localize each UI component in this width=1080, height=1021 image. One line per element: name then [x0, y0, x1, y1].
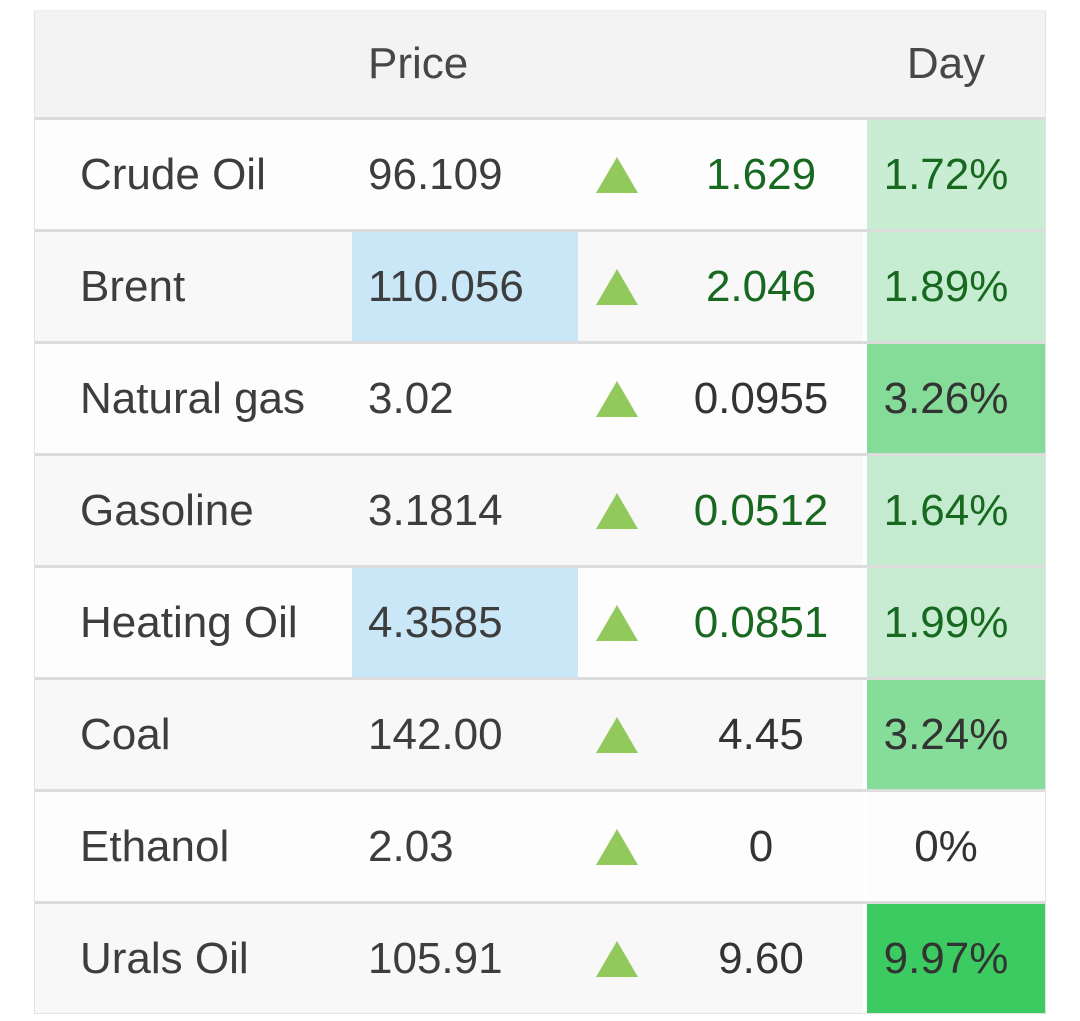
- up-triangle-icon: [595, 604, 638, 641]
- price-value: 4.3585: [368, 597, 503, 647]
- price-value: 105.91: [368, 933, 503, 983]
- up-triangle-icon: [595, 828, 638, 865]
- commodity-name: Urals Oil: [80, 933, 249, 983]
- name-column-header: [35, 11, 352, 117]
- up-triangle-icon: [595, 492, 638, 529]
- day-cell: 1.99%: [863, 568, 1045, 677]
- change-value: 1.629: [705, 149, 817, 199]
- price-cell: 2.03: [352, 792, 578, 901]
- commodities-table: Price Day Crude Oil 96.109 1.629 1.72% B…: [34, 10, 1046, 1014]
- table-row[interactable]: Gasoline 3.1814 0.0512 1.64%: [35, 453, 1045, 565]
- day-percent: 1.99%: [883, 597, 1009, 647]
- commodity-name: Ethanol: [80, 821, 230, 871]
- commodity-name: Brent: [80, 261, 186, 311]
- commodity-name: Gasoline: [80, 485, 254, 535]
- day-cell: 1.64%: [863, 456, 1045, 565]
- price-cell: 105.91: [352, 904, 578, 1013]
- day-percent: 1.64%: [883, 485, 1009, 535]
- table-row[interactable]: Urals Oil 105.91 9.60 9.97%: [35, 901, 1045, 1013]
- commodity-name: Heating Oil: [80, 597, 298, 647]
- price-column-header: Price: [368, 39, 469, 88]
- table-row[interactable]: Natural gas 3.02 0.0955 3.26%: [35, 341, 1045, 453]
- commodity-name: Coal: [80, 709, 171, 759]
- table-row[interactable]: Brent 110.056 2.046 1.89%: [35, 229, 1045, 341]
- day-cell: 3.26%: [863, 344, 1045, 453]
- up-triangle-icon: [595, 380, 638, 417]
- day-percent: 1.72%: [883, 149, 1009, 199]
- change-column-header: [655, 11, 867, 117]
- price-cell: 3.1814: [352, 456, 578, 565]
- day-cell: 1.89%: [863, 232, 1045, 341]
- day-percent: 9.97%: [883, 933, 1009, 983]
- change-value: 0: [748, 821, 774, 871]
- commodity-name: Crude Oil: [80, 149, 266, 199]
- change-value: 0.0955: [693, 373, 829, 423]
- day-percent: 3.26%: [883, 373, 1009, 423]
- day-column-header: Day: [906, 39, 986, 88]
- price-value: 3.02: [368, 373, 454, 423]
- up-triangle-icon: [595, 156, 638, 193]
- price-value: 142.00: [368, 709, 503, 759]
- change-value: 0.0851: [693, 597, 829, 647]
- price-cell: 3.02: [352, 344, 578, 453]
- change-value: 0.0512: [693, 485, 829, 535]
- day-percent: 3.24%: [883, 709, 1009, 759]
- table-row[interactable]: Crude Oil 96.109 1.629 1.72%: [35, 117, 1045, 229]
- day-cell: 0%: [863, 792, 1045, 901]
- up-triangle-icon: [595, 716, 638, 753]
- price-cell: 96.109: [352, 120, 578, 229]
- price-value: 3.1814: [368, 485, 503, 535]
- day-percent: 1.89%: [883, 261, 1009, 311]
- direction-column-header: [578, 11, 655, 117]
- change-value: 2.046: [705, 261, 817, 311]
- price-cell: 4.3585: [352, 568, 578, 677]
- day-cell: 9.97%: [863, 904, 1045, 1013]
- price-value: 96.109: [368, 149, 503, 199]
- day-cell: 3.24%: [863, 680, 1045, 789]
- change-value: 4.45: [718, 709, 804, 759]
- day-cell: 1.72%: [863, 120, 1045, 229]
- price-cell: 110.056: [352, 232, 578, 341]
- commodity-name: Natural gas: [80, 373, 306, 423]
- price-value: 110.056: [368, 261, 524, 311]
- day-percent: 0%: [914, 821, 978, 871]
- up-triangle-icon: [595, 268, 638, 305]
- price-cell: 142.00: [352, 680, 578, 789]
- table-row[interactable]: Coal 142.00 4.45 3.24%: [35, 677, 1045, 789]
- change-value: 9.60: [718, 933, 804, 983]
- table-row[interactable]: Ethanol 2.03 0 0%: [35, 789, 1045, 901]
- price-value: 2.03: [368, 821, 454, 871]
- table-header: Price Day: [35, 11, 1045, 117]
- table-row[interactable]: Heating Oil 4.3585 0.0851 1.99%: [35, 565, 1045, 677]
- up-triangle-icon: [595, 940, 638, 977]
